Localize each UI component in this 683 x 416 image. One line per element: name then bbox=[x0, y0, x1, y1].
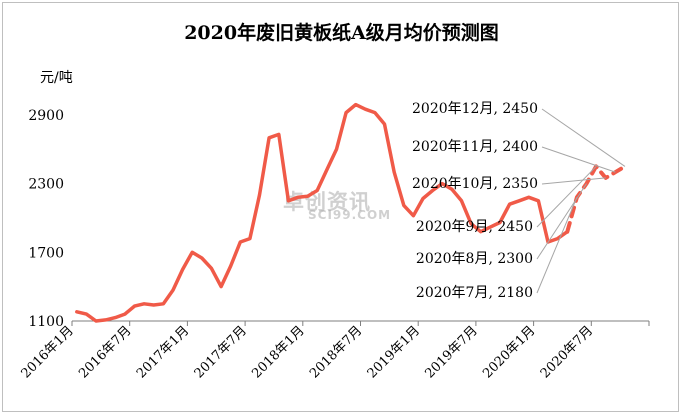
annotation-leader bbox=[536, 183, 587, 260]
annotation-leader bbox=[541, 108, 626, 167]
chart-frame bbox=[2, 2, 679, 412]
annotation-leader bbox=[536, 197, 578, 294]
y-axis-unit: 元/吨 bbox=[40, 70, 73, 86]
x-tick-label: 2019年7月 bbox=[422, 323, 480, 381]
annotation-label: 2020年12月, 2450 bbox=[412, 101, 538, 117]
x-tick-label: 2016年7月 bbox=[76, 323, 134, 381]
annotation-leader bbox=[541, 177, 606, 185]
x-tick-label: 2016年1月 bbox=[19, 323, 77, 381]
x-tick-label: 2018年1月 bbox=[249, 323, 307, 381]
x-tick-label: 2019年1月 bbox=[365, 323, 423, 381]
annotation-label: 2020年11月, 2400 bbox=[412, 139, 538, 155]
x-tick-label: 2020年1月 bbox=[480, 323, 538, 381]
annotation-leader bbox=[541, 146, 616, 173]
watermark-sub: SCI99.COM bbox=[308, 208, 392, 222]
x-tick-label: 2017年7月 bbox=[192, 323, 250, 381]
y-tick-label: 2900 bbox=[28, 108, 64, 124]
y-tick-label: 1100 bbox=[28, 314, 64, 330]
annotation-label: 2020年7月, 2180 bbox=[416, 285, 533, 301]
chart-title: 2020年废旧黄板纸A级月均价预测图 bbox=[184, 22, 499, 44]
annotation-label: 2020年9月, 2450 bbox=[416, 219, 533, 235]
actual-price-line bbox=[75, 102, 570, 323]
y-tick-label: 1700 bbox=[28, 245, 64, 261]
x-tick-label: 2018年7月 bbox=[307, 323, 365, 381]
x-tick-label: 2020年7月 bbox=[538, 323, 596, 381]
x-tick-label: 2017年1月 bbox=[134, 323, 192, 381]
annotation-leader bbox=[536, 166, 597, 228]
watermark: 卓创资讯 bbox=[283, 190, 371, 214]
annotation-label: 2020年8月, 2300 bbox=[416, 251, 533, 267]
annotation-label: 2020年10月, 2350 bbox=[412, 176, 538, 192]
y-tick-label: 2300 bbox=[28, 177, 64, 193]
